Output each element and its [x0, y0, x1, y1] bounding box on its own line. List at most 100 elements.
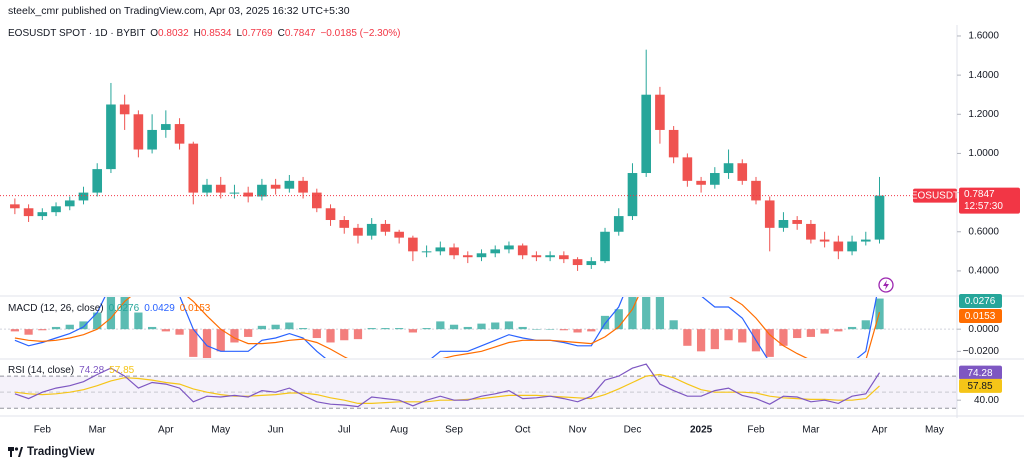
histogram-bar	[312, 329, 321, 339]
histogram-bar	[669, 320, 678, 330]
legend-item: 0.0153	[180, 303, 211, 314]
histogram-bar	[738, 329, 747, 343]
x-tick-label: Feb	[747, 425, 765, 436]
x-tick-label: Apr	[872, 425, 888, 436]
histogram-bar	[271, 324, 280, 330]
alert-icon[interactable]	[878, 277, 894, 293]
x-tick-label: Oct	[515, 425, 531, 436]
histogram-bar	[710, 329, 719, 350]
legend-item: C	[278, 28, 285, 39]
legend-item: 0.0429	[144, 303, 175, 314]
histogram-bar	[779, 329, 788, 346]
rsi-plot	[0, 363, 957, 409]
legend-item: −0.0185 (−2.30%)	[320, 28, 400, 39]
y-tick-label: 1.6000	[968, 31, 999, 42]
x-tick-label: Mar	[89, 425, 107, 436]
brand-name: TradingView	[27, 446, 95, 458]
legend-item: 0.7769	[242, 28, 273, 39]
legend-item: 74.28	[79, 365, 104, 376]
x-tick-label: 2025	[690, 425, 713, 436]
signal-line	[14, 297, 881, 358]
legend-item: EOSUSDT SPOT · 1D · BYBIT	[8, 28, 145, 39]
y-tick-label: 1.0000	[968, 148, 999, 159]
histogram-bar	[147, 326, 157, 330]
histogram-bar	[847, 326, 857, 330]
histogram-bar	[161, 329, 170, 332]
legend-item: 0.7847	[285, 28, 316, 39]
histogram-bar	[202, 329, 212, 358]
histogram-bar	[477, 323, 486, 330]
histogram-bar	[395, 328, 404, 330]
pane-legend: RSI (14, close) 74.28 57.85	[8, 365, 135, 376]
histogram-bar	[806, 329, 816, 337]
legend-item: H	[194, 28, 201, 39]
histogram-bar	[449, 324, 459, 330]
x-tick-label: May	[925, 425, 944, 436]
x-tick-label: Sep	[445, 425, 463, 436]
histogram-bar	[793, 329, 802, 339]
histogram-bar	[436, 321, 445, 330]
histogram-bar	[600, 315, 610, 330]
histogram-bar	[51, 326, 61, 330]
candles	[10, 94, 885, 266]
legend-item: 57.85	[109, 365, 134, 376]
x-tick-label: Dec	[624, 425, 642, 436]
published-header: steelx_cmr published on TradingView.com,…	[8, 5, 350, 17]
histogram-bar	[340, 329, 349, 341]
rsi-ma-badge: 57.85	[967, 381, 992, 392]
histogram-bar	[559, 329, 568, 331]
legend-item: O	[150, 28, 158, 39]
histogram-bar	[230, 329, 239, 343]
histogram-bar	[244, 329, 253, 337]
macd-line	[14, 297, 878, 358]
histogram-bar	[175, 329, 184, 335]
legend-item: MACD (12, 26, close)	[8, 303, 104, 314]
x-tick-label: Jun	[268, 425, 284, 436]
legend-item: 0.8032	[158, 28, 189, 39]
last-price: 0.7847	[964, 189, 995, 200]
histogram-bar	[834, 329, 843, 332]
histogram-bar	[422, 328, 431, 330]
x-tick-label: Jul	[338, 425, 351, 436]
histogram-bar	[93, 312, 102, 330]
histogram-bar	[532, 329, 541, 330]
histogram-bar	[546, 329, 555, 330]
y-tick-label: 40.00	[974, 395, 999, 406]
histogram-bar	[381, 328, 390, 330]
histogram-bar	[10, 329, 19, 332]
histogram-bar	[820, 329, 829, 334]
histogram-bar	[683, 329, 692, 346]
histogram-bar	[504, 321, 514, 330]
x-tick-label: May	[211, 425, 230, 436]
pane-legend: EOSUSDT SPOT · 1D · BYBIT O0.8032 H0.8534 L…	[8, 28, 401, 39]
histogram-bar	[408, 329, 417, 333]
histogram-bar	[491, 322, 500, 330]
y-tick-label: 0.0000	[968, 324, 999, 335]
histogram-bar	[642, 297, 651, 330]
brand-logo	[8, 447, 23, 457]
histogram-bar	[326, 329, 335, 343]
x-tick-label: Apr	[158, 425, 174, 436]
symbol-badge: EOSUSDT	[911, 191, 959, 202]
legend-item: 0.0276	[109, 303, 140, 314]
histogram-bar	[367, 328, 376, 330]
rsi-line	[14, 363, 881, 408]
histogram-bar	[353, 329, 363, 340]
histogram-bar	[285, 322, 294, 330]
histogram-bar	[587, 329, 596, 332]
histogram-bar	[38, 329, 47, 331]
legend-item: 0.8534	[201, 28, 232, 39]
price-badge-bg	[959, 187, 1020, 214]
histogram-bar	[24, 329, 33, 335]
legend-item: RSI (14, close)	[8, 365, 74, 376]
histogram-bar	[79, 321, 88, 330]
countdown: 12:57:30	[964, 201, 1003, 212]
pane-legend: MACD (12, 26, close) 0.0276 0.0429 0.0153	[8, 303, 211, 314]
histogram-bar	[655, 297, 665, 330]
y-tick-label: 1.4000	[968, 70, 999, 81]
histogram-badge-bg	[959, 294, 1002, 308]
price-badge-bg	[913, 188, 957, 203]
histogram-bar	[257, 325, 267, 330]
